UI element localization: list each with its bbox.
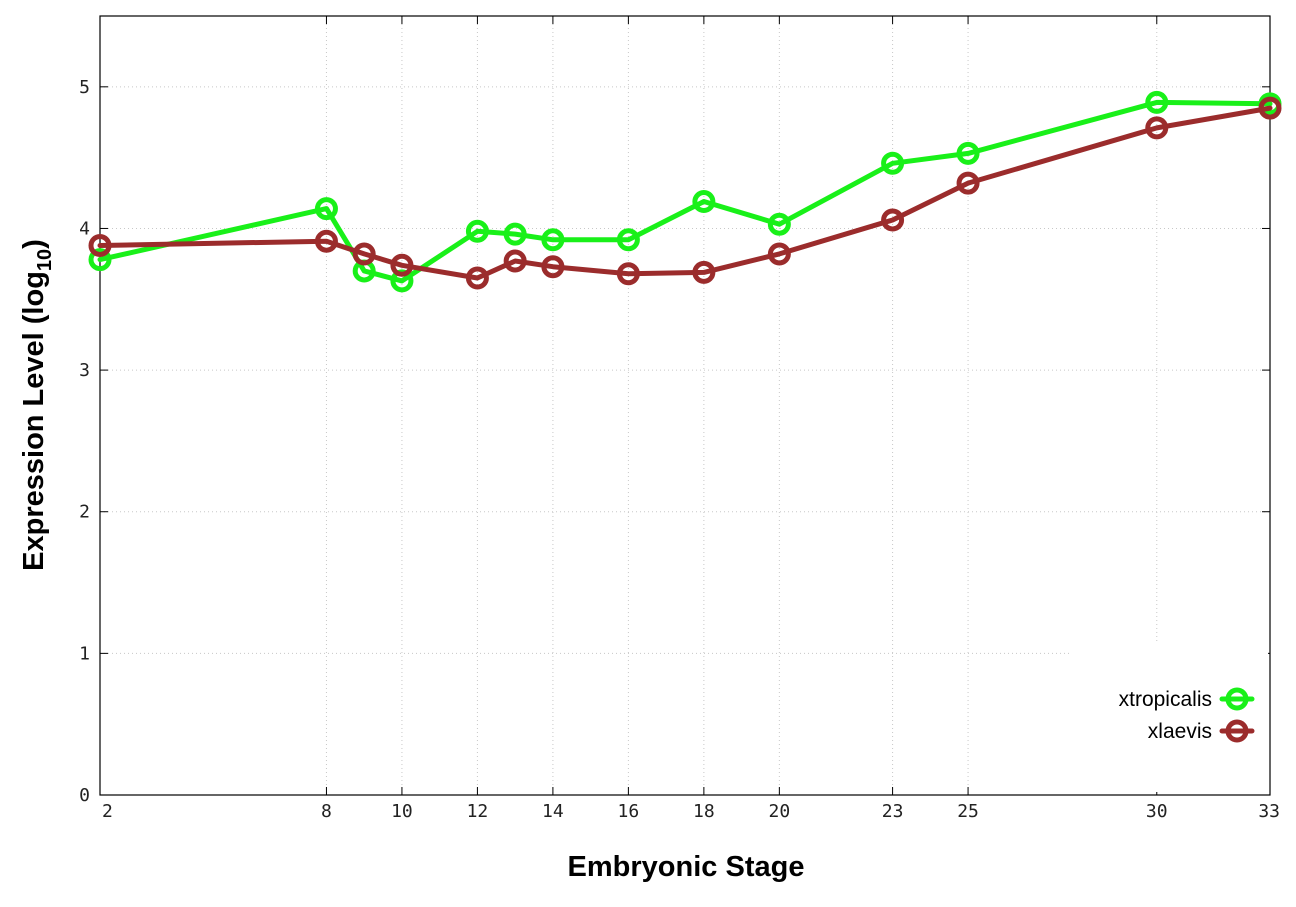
series-line-xlaevis xyxy=(97,105,1273,281)
x-tick-label: 23 xyxy=(882,801,904,822)
x-tick-label: 14 xyxy=(542,801,564,822)
data-point-xlaevis xyxy=(465,266,489,290)
x-tick-label: 2 xyxy=(102,801,113,822)
y-axis-ticks: 0 1 2 3 4 5 xyxy=(79,77,1270,806)
x-tick-label: 30 xyxy=(1146,801,1168,822)
data-point-xtropicalis xyxy=(692,190,716,214)
data-point-xlaevis xyxy=(352,242,376,266)
y-axis-title-subscript: 10 xyxy=(34,249,56,271)
legend-label-xtropicalis: xtropicalis xyxy=(1119,688,1212,711)
x-tick-label: 8 xyxy=(321,801,332,822)
y-tick-label: 2 xyxy=(79,502,90,523)
data-point-xtropicalis xyxy=(465,219,489,243)
data-point-xlaevis xyxy=(767,242,791,266)
x-tick-label: 16 xyxy=(618,801,640,822)
data-point-xtropicalis xyxy=(767,212,791,236)
data-point-xlaevis xyxy=(503,249,527,273)
data-point-xlaevis xyxy=(314,229,338,253)
y-tick-label: 0 xyxy=(79,785,90,806)
data-point-xtropicalis xyxy=(503,222,527,246)
data-point-xlaevis xyxy=(616,262,640,286)
data-point-xlaevis xyxy=(1258,96,1282,120)
y-tick-label: 3 xyxy=(79,360,90,381)
data-point-xtropicalis xyxy=(1145,90,1169,114)
grid-lines xyxy=(100,16,1270,795)
data-point-xtropicalis xyxy=(616,228,640,252)
x-axis-ticks: 2 8 10 12 14 16 18 20 23 25 30 33 xyxy=(99,16,1280,822)
data-point-xlaevis xyxy=(390,253,414,277)
plot-frame xyxy=(99,15,1271,796)
legend-background xyxy=(1072,642,1268,792)
series-line-xtropicalis xyxy=(97,99,1273,284)
data-point-xlaevis xyxy=(956,171,980,195)
legend-label-xlaevis: xlaevis xyxy=(1148,720,1212,743)
x-tick-label: 20 xyxy=(769,801,791,822)
data-point-xlaevis xyxy=(88,233,112,257)
x-tick-label: 10 xyxy=(391,801,413,822)
y-tick-label: 5 xyxy=(79,77,90,98)
x-tick-label: 25 xyxy=(957,801,979,822)
legend-swatch-marker-xtropicalis xyxy=(1225,687,1249,711)
x-tick-label: 12 xyxy=(467,801,489,822)
legend-swatch-marker-xlaevis xyxy=(1225,719,1249,743)
x-tick-label: 33 xyxy=(1258,801,1280,822)
data-point-xtropicalis xyxy=(881,151,905,175)
data-point-xlaevis xyxy=(692,260,716,284)
x-axis-title: Embryonic Stage xyxy=(568,851,805,883)
data-point-xtropicalis xyxy=(88,248,112,272)
legend: xtropicalis xlaevis xyxy=(1119,687,1255,743)
data-point-xlaevis xyxy=(881,208,905,232)
data-point-xlaevis xyxy=(541,255,565,279)
data-point-xtropicalis xyxy=(314,197,338,221)
data-point-xlaevis xyxy=(1145,116,1169,140)
data-point-xtropicalis xyxy=(956,141,980,165)
x-tick-label: 18 xyxy=(693,801,715,822)
y-axis-title-end: ) xyxy=(18,239,50,249)
y-tick-label: 1 xyxy=(79,643,90,664)
y-axis-title: Expression Level (log10) xyxy=(18,239,56,571)
y-axis-title-main: Expression Level (log xyxy=(18,271,50,571)
data-point-xtropicalis xyxy=(541,228,565,252)
series-group xyxy=(88,90,1282,293)
y-tick-label: 4 xyxy=(79,218,90,239)
